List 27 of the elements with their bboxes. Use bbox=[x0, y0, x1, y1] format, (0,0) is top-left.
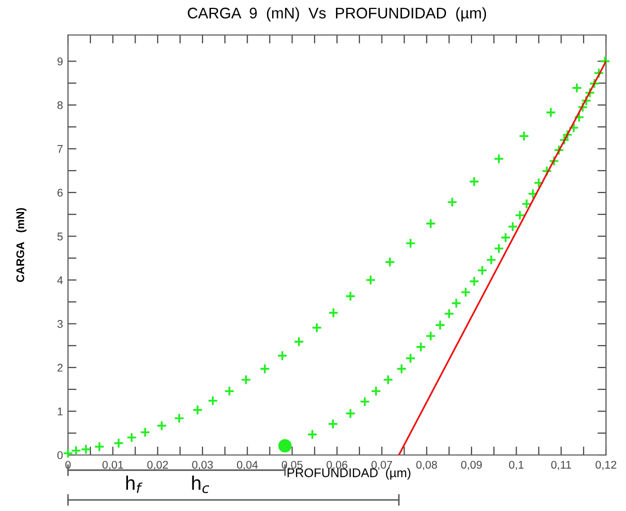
y-tick-label: 3 bbox=[57, 320, 63, 328]
x-tick-label: 0,08 bbox=[416, 460, 437, 470]
text: h$_{f}$ bbox=[126, 476, 142, 493]
x-tick-label: 0,03 bbox=[192, 460, 213, 470]
text: h$_{c}$ bbox=[192, 476, 210, 494]
x-tick-label: 0,02 bbox=[147, 460, 168, 470]
x-tick-label: 0,12 bbox=[596, 460, 616, 470]
x-tick-label: 0,04 bbox=[236, 460, 258, 470]
y-tick-label: 5 bbox=[57, 232, 63, 240]
y-axis-title: CARGA (mN) bbox=[16, 208, 26, 282]
y-tick-label: 8 bbox=[57, 101, 63, 110]
y-tick-label: 2 bbox=[58, 364, 63, 372]
x-tick-label: 0,11 bbox=[551, 460, 572, 470]
chart-title: CARGA 9 (mN) Vs PROFUNDIDAD (µm) bbox=[188, 7, 486, 22]
x-tick-label: 0 bbox=[65, 460, 71, 469]
x-tick-label: 0,01 bbox=[102, 460, 124, 470]
x-tick-label: 0,1 bbox=[509, 460, 524, 470]
x-tick-label: 0,07 bbox=[371, 460, 392, 470]
y-tick-label: 7 bbox=[58, 145, 63, 153]
x-tick-label: 0,09 bbox=[461, 460, 482, 470]
x-tick-label: 0,06 bbox=[326, 460, 348, 470]
y-tick-label: 1 bbox=[58, 408, 63, 416]
y-tick-label: 6 bbox=[58, 188, 63, 197]
x-tick-label: 0,05 bbox=[282, 460, 303, 470]
y-tick-label: 0 bbox=[57, 451, 63, 460]
y-tick-label: 4 bbox=[57, 276, 63, 284]
y-tick-label: 9 bbox=[57, 58, 63, 66]
